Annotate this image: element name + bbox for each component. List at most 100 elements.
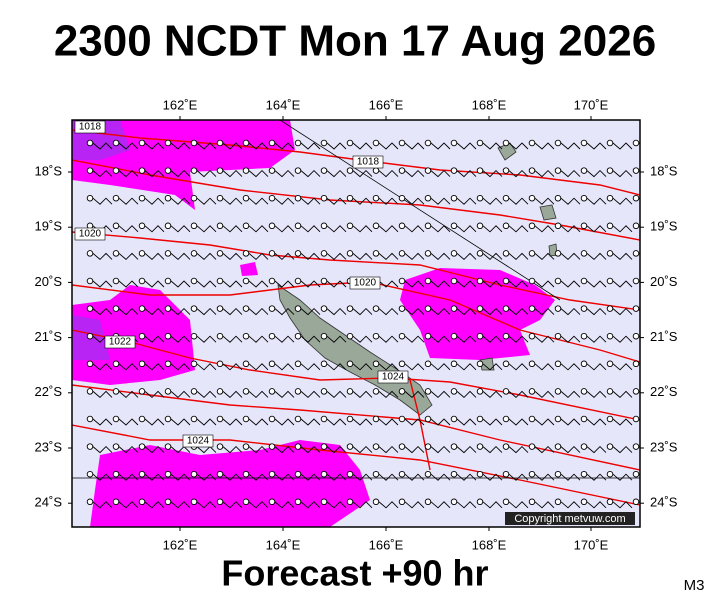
barb-shaft — [612, 418, 633, 426]
wind-barb — [164, 498, 191, 509]
barb-shaft — [560, 197, 581, 205]
barb-station — [294, 222, 302, 230]
barb-station — [476, 277, 484, 285]
barb-shaft — [248, 363, 269, 371]
barb-shaft — [638, 197, 640, 200]
wind-barb — [294, 360, 321, 371]
barb-station — [268, 443, 276, 450]
barb-station — [294, 332, 302, 340]
wind-barb — [580, 250, 607, 261]
wind-barb — [346, 443, 373, 454]
barb-shaft — [326, 252, 347, 261]
barb-shaft — [92, 363, 113, 371]
wind-barb — [190, 305, 217, 316]
wind-barb — [112, 470, 139, 481]
barb-station — [86, 194, 94, 202]
wind-barb — [502, 139, 529, 150]
barb-shaft — [508, 280, 529, 288]
barb-shaft — [170, 335, 191, 343]
wind-barb — [398, 498, 425, 509]
barb-shaft — [430, 390, 451, 399]
wind-barb — [190, 470, 217, 481]
wind-barb — [346, 470, 373, 481]
barb-station — [86, 305, 94, 312]
barb-station — [554, 167, 562, 174]
barb-shaft — [300, 280, 321, 288]
wind-barb — [372, 139, 399, 150]
barb-station — [138, 388, 146, 395]
wind-barb — [320, 470, 347, 481]
barb-shaft — [456, 390, 477, 399]
barb-shaft — [430, 197, 451, 205]
barb-shaft — [404, 335, 425, 343]
wind-barb — [294, 277, 321, 288]
barb-shaft — [196, 225, 217, 233]
barb-station — [528, 332, 536, 340]
isobar-label: 1020 — [79, 229, 102, 240]
isobar-label-box — [349, 276, 381, 290]
wind-barb — [242, 305, 269, 316]
wind-barb — [164, 277, 191, 288]
barb-shaft — [404, 252, 425, 261]
barb-shaft — [534, 142, 555, 150]
barb-shaft — [248, 335, 269, 343]
wind-barb — [554, 388, 581, 399]
barb-station — [112, 305, 120, 312]
barb-station — [528, 388, 536, 395]
wind-barb — [216, 194, 243, 205]
barb-shaft — [482, 142, 503, 150]
barb-station — [632, 139, 640, 147]
wind-barb — [528, 250, 555, 261]
barb-shaft — [430, 363, 451, 371]
barb-shaft — [326, 280, 347, 288]
barb-station — [346, 332, 354, 340]
wind-barb — [86, 139, 113, 150]
barb-shaft — [560, 280, 581, 288]
barb-shaft — [586, 142, 607, 150]
barb-shaft — [456, 280, 477, 288]
wind-barb — [216, 222, 243, 233]
wind-barb — [476, 415, 503, 426]
wind-barb — [580, 167, 607, 178]
barb-station — [424, 470, 432, 478]
barb-station — [606, 498, 614, 506]
barb-station — [138, 332, 146, 340]
barb-station — [632, 498, 640, 506]
wind-barb — [190, 222, 217, 233]
wind-barb — [476, 250, 503, 261]
barb-shaft — [612, 473, 633, 481]
barb-station — [554, 194, 562, 202]
barb-station — [502, 167, 510, 174]
barb-shaft — [586, 418, 607, 426]
barb-station — [372, 470, 380, 478]
barb-shaft — [508, 363, 529, 371]
wind-barb — [346, 388, 373, 399]
wind-barb — [294, 498, 321, 509]
wind-barb — [580, 443, 607, 454]
wind-barb — [216, 388, 243, 399]
barb-station — [476, 305, 484, 312]
wind-barb — [424, 305, 451, 316]
barb-shaft — [300, 142, 321, 150]
barb-station — [138, 194, 146, 202]
barb-station — [346, 167, 354, 174]
wind-barb — [372, 498, 399, 509]
wind-barb — [450, 443, 477, 454]
wind-barb — [476, 388, 503, 399]
wind-barb — [632, 498, 640, 506]
barb-shaft — [482, 252, 503, 261]
barb-station — [190, 415, 198, 423]
wind-barb — [398, 470, 425, 481]
wind-barb — [86, 388, 113, 399]
copyright-box — [505, 512, 635, 525]
barb-shaft — [404, 225, 425, 233]
wind-barb — [606, 332, 633, 343]
barb-station — [268, 305, 276, 312]
barb-station — [320, 415, 328, 423]
barb-station — [632, 194, 640, 202]
barb-shaft — [534, 363, 555, 371]
barb-shaft — [144, 169, 165, 178]
barb-shaft — [534, 197, 555, 205]
barb-shaft — [430, 142, 451, 150]
barb-shaft — [144, 418, 165, 426]
